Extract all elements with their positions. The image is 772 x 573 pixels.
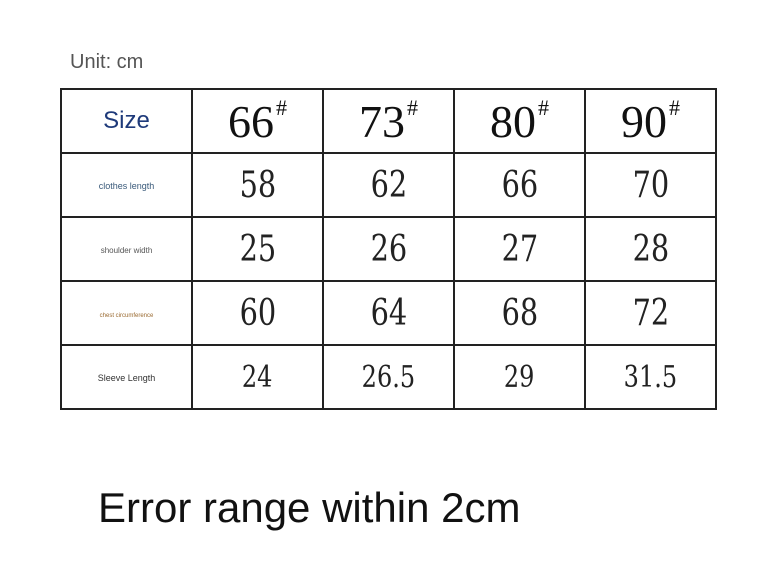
cell: 62: [322, 152, 455, 218]
size-header: 80#: [453, 88, 586, 154]
cell: 72: [584, 280, 717, 346]
row-label: chest circumference: [60, 280, 193, 346]
cell: 60: [191, 280, 324, 346]
table-row: shoulder width 25 26 27 28: [60, 216, 717, 282]
header-label: Size: [60, 88, 193, 154]
row-label: clothes length: [60, 152, 193, 218]
cell: 58: [191, 152, 324, 218]
size-header: 90#: [584, 88, 717, 154]
table-row: chest circumference 60 64 68 72: [60, 280, 717, 346]
size-chart-table: Size 66# 73# 80# 90# clothes length 58 6…: [60, 88, 717, 410]
cell: 31.5: [584, 344, 717, 410]
row-label: shoulder width: [60, 216, 193, 282]
unit-label: Unit: cm: [70, 51, 144, 73]
size-header: 66#: [191, 88, 324, 154]
cell: 66: [453, 152, 586, 218]
table-header-row: Size 66# 73# 80# 90#: [60, 88, 717, 154]
cell: 26.5: [322, 344, 455, 410]
table-row: Sleeve Length 24 26.5 29 31.5: [60, 344, 717, 410]
size-header: 73#: [322, 88, 455, 154]
table-row: clothes length 58 62 66 70: [60, 152, 717, 218]
cell: 28: [584, 216, 717, 282]
cell: 64: [322, 280, 455, 346]
cell: 25: [191, 216, 324, 282]
row-label: Sleeve Length: [60, 344, 193, 410]
cell: 27: [453, 216, 586, 282]
cell: 24: [191, 344, 324, 410]
error-range-note: Error range within 2cm: [98, 484, 521, 531]
cell: 70: [584, 152, 717, 218]
cell: 68: [453, 280, 586, 346]
cell: 26: [322, 216, 455, 282]
cell: 29: [453, 344, 586, 410]
